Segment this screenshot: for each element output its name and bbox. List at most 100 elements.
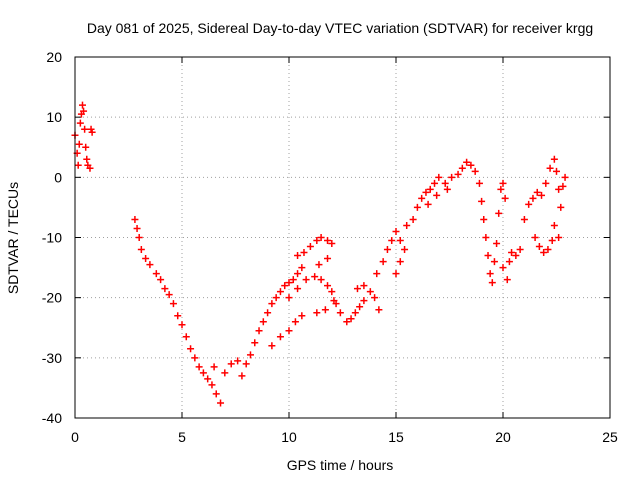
data-point <box>401 246 409 254</box>
data-point <box>78 101 86 109</box>
data-point <box>426 185 434 193</box>
data-point <box>353 285 361 293</box>
data-point <box>555 234 563 241</box>
data-point <box>467 161 475 169</box>
data-point <box>550 155 558 163</box>
data-point <box>324 255 332 263</box>
data-point <box>475 179 483 187</box>
y-tick-label: 20 <box>46 49 62 65</box>
data-point <box>169 300 177 308</box>
data-point <box>302 276 310 284</box>
data-point <box>499 264 507 272</box>
chart-title: Day 081 of 2025, Sidereal Day-to-day VTE… <box>87 20 593 36</box>
data-point <box>317 234 325 241</box>
data-point <box>131 215 139 223</box>
data-point <box>375 306 383 314</box>
x-tick-label: 15 <box>388 429 404 445</box>
data-point <box>298 312 306 320</box>
data-point <box>324 237 332 245</box>
data-point <box>289 276 297 284</box>
data-point <box>187 345 195 353</box>
data-point <box>313 237 321 245</box>
data-point <box>366 288 374 296</box>
data-point <box>484 252 492 260</box>
data-point <box>80 107 88 115</box>
data-point <box>383 246 391 254</box>
data-points <box>71 101 569 407</box>
data-point <box>495 209 503 217</box>
data-point <box>478 197 486 205</box>
y-axis-title: SDTVAR / TECUs <box>5 182 21 294</box>
data-point <box>294 252 302 260</box>
data-point <box>482 234 490 241</box>
data-point <box>409 215 417 223</box>
data-point <box>321 306 329 314</box>
data-point <box>317 276 325 284</box>
data-point <box>259 318 267 326</box>
data-point <box>281 282 289 290</box>
data-point <box>86 164 94 172</box>
data-point <box>388 237 396 245</box>
data-point <box>553 167 560 175</box>
data-point <box>548 237 556 245</box>
data-point <box>83 155 91 163</box>
data-point <box>351 309 359 317</box>
data-point <box>396 237 404 245</box>
data-point <box>516 246 524 254</box>
data-point <box>356 303 364 311</box>
data-point <box>88 128 96 136</box>
y-tick-label: 0 <box>54 169 62 185</box>
data-point <box>535 243 543 251</box>
data-point <box>251 339 259 347</box>
data-point <box>471 167 479 175</box>
data-point <box>497 185 505 193</box>
data-point <box>454 170 462 178</box>
data-point <box>291 318 299 326</box>
data-point <box>174 312 182 320</box>
data-point <box>165 291 173 299</box>
data-point <box>238 372 246 380</box>
data-point <box>332 300 340 308</box>
data-point <box>531 234 539 241</box>
data-point <box>328 240 336 248</box>
data-point <box>255 327 263 335</box>
data-point <box>268 300 276 308</box>
data-point <box>550 221 558 229</box>
data-point <box>137 246 145 254</box>
data-point <box>285 294 293 302</box>
data-point <box>191 354 199 362</box>
data-point <box>486 270 494 278</box>
data-point <box>343 318 351 326</box>
data-point <box>276 288 284 296</box>
data-point <box>324 282 332 290</box>
data-point <box>505 258 513 266</box>
data-point <box>433 191 441 199</box>
x-tick-label: 5 <box>178 429 186 445</box>
data-point <box>157 276 165 284</box>
data-point <box>501 194 509 202</box>
data-point <box>204 375 212 383</box>
data-point <box>195 363 203 371</box>
y-tick-label: -10 <box>42 230 62 246</box>
data-point <box>242 360 250 368</box>
data-point <box>435 173 443 181</box>
data-point <box>360 282 368 290</box>
data-point <box>210 363 218 371</box>
data-point <box>559 182 567 190</box>
data-point <box>542 179 550 187</box>
x-tick-label: 0 <box>71 429 79 445</box>
data-point <box>82 143 90 151</box>
grid-lines <box>75 57 610 418</box>
data-point <box>392 227 400 235</box>
axis-ticks: 0 5 10 15 20 25 -40 -30 -20 -10 0 10 20 <box>42 49 618 445</box>
data-point <box>294 270 302 278</box>
data-point <box>540 249 548 257</box>
data-point <box>448 173 456 181</box>
data-point <box>431 179 439 187</box>
y-tick-label: 10 <box>46 109 62 125</box>
data-point <box>264 309 272 317</box>
data-point <box>403 221 411 229</box>
data-point <box>300 249 308 257</box>
plot-frame <box>74 56 611 419</box>
